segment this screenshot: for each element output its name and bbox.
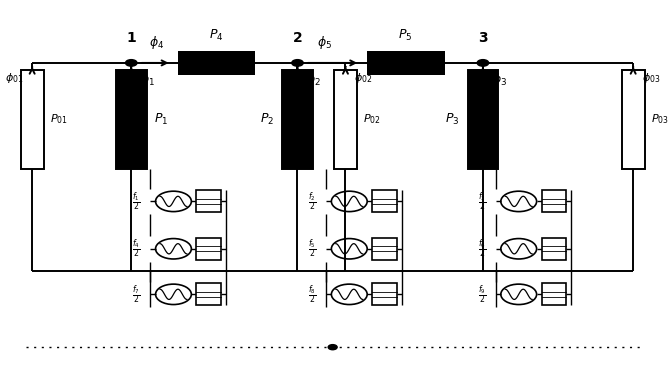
Bar (196, 191, 221, 212)
Text: $\phi_4$: $\phi_4$ (149, 34, 165, 51)
Bar (622, 70, 644, 169)
Bar (372, 283, 396, 305)
Text: $\frac{f_7}{2}$: $\frac{f_7}{2}$ (132, 283, 141, 306)
Text: $\phi_{03}$: $\phi_{03}$ (642, 71, 661, 85)
Text: $\mathbf{2}$: $\mathbf{2}$ (292, 31, 303, 46)
Bar (196, 283, 221, 305)
Text: $P_{02}$: $P_{02}$ (364, 112, 381, 126)
Bar (542, 238, 566, 260)
Circle shape (477, 60, 489, 66)
Bar (282, 70, 313, 169)
Text: $\phi_{02}$: $\phi_{02}$ (354, 71, 373, 85)
Text: $\phi_{01}$: $\phi_{01}$ (5, 71, 24, 85)
Text: $P_{03}$: $P_{03}$ (651, 112, 669, 126)
Text: $\frac{f_6}{2}$: $\frac{f_6}{2}$ (478, 238, 486, 260)
Text: $P_2$: $P_2$ (260, 112, 274, 127)
Text: $P_4$: $P_4$ (209, 28, 224, 43)
Bar (21, 70, 44, 169)
Bar (542, 283, 566, 305)
Text: $\phi_2$: $\phi_2$ (306, 71, 321, 88)
Text: $P_1$: $P_1$ (155, 112, 169, 127)
Bar (116, 70, 146, 169)
Circle shape (328, 344, 337, 350)
Circle shape (292, 60, 303, 66)
Text: $\mathbf{3}$: $\mathbf{3}$ (478, 31, 488, 46)
Bar (468, 70, 498, 169)
Text: $\frac{f_8}{2}$: $\frac{f_8}{2}$ (308, 283, 317, 306)
Bar (366, 51, 445, 75)
Bar (178, 51, 255, 75)
Text: $\frac{f_1}{2}$: $\frac{f_1}{2}$ (132, 190, 141, 213)
Text: $\phi_1$: $\phi_1$ (140, 71, 155, 88)
Bar (372, 191, 396, 212)
Text: $\frac{f_2}{2}$: $\frac{f_2}{2}$ (308, 190, 317, 213)
Text: $\phi_5$: $\phi_5$ (317, 34, 332, 51)
Text: $P_3$: $P_3$ (446, 112, 460, 127)
Text: $\frac{f_4}{2}$: $\frac{f_4}{2}$ (132, 238, 141, 260)
Text: $\frac{f_9}{2}$: $\frac{f_9}{2}$ (478, 283, 486, 306)
Text: $P_5$: $P_5$ (398, 28, 413, 43)
Text: $\frac{f_5}{2}$: $\frac{f_5}{2}$ (308, 238, 317, 260)
Bar (334, 70, 357, 169)
Bar (372, 238, 396, 260)
Text: $P_{01}$: $P_{01}$ (50, 112, 68, 126)
Text: $\phi_3$: $\phi_3$ (492, 71, 507, 88)
Bar (196, 238, 221, 260)
Text: $\frac{f_3}{2}$: $\frac{f_3}{2}$ (478, 190, 486, 213)
Text: $\mathbf{1}$: $\mathbf{1}$ (126, 31, 136, 46)
Circle shape (126, 60, 137, 66)
Bar (542, 191, 566, 212)
